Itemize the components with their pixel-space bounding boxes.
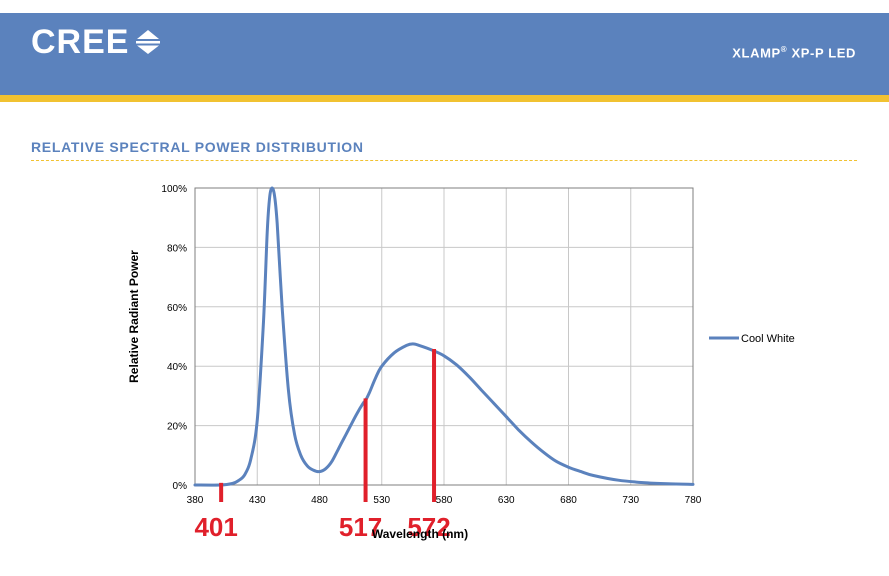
marker-label-572: 572 bbox=[407, 512, 450, 542]
y-axis-title: Relative Radiant Power bbox=[127, 250, 141, 383]
x-tick-label: 530 bbox=[373, 495, 390, 506]
header-band bbox=[0, 13, 889, 95]
wavelength-markers: 401 517 572 bbox=[194, 349, 451, 542]
y-tick-label: 100% bbox=[161, 184, 187, 195]
cree-diamond-icon bbox=[136, 30, 161, 54]
y-tick-label: 20% bbox=[167, 422, 187, 433]
x-axis-title: Wavelength (nm) bbox=[372, 527, 468, 541]
product-model: XP-P LED bbox=[787, 45, 856, 61]
marker-label-401: 401 bbox=[194, 512, 237, 542]
registered-mark: ® bbox=[780, 45, 788, 54]
legend: Cool White bbox=[709, 333, 795, 345]
x-tick-label: 580 bbox=[436, 495, 453, 506]
y-tick-label: 60% bbox=[167, 303, 187, 314]
x-tick-label: 730 bbox=[622, 495, 639, 506]
y-tick-label: 80% bbox=[167, 243, 187, 254]
product-name: XLAMP® XP-P LED bbox=[732, 45, 856, 60]
y-axis-ticks: 0% 20% 40% 60% 80% 100% bbox=[161, 184, 187, 492]
y-tick-label: 0% bbox=[173, 481, 188, 492]
x-tick-label: 680 bbox=[560, 495, 577, 506]
x-tick-label: 380 bbox=[187, 495, 204, 506]
series-line-cool-white bbox=[193, 186, 695, 487]
section-title: RELATIVE SPECTRAL POWER DISTRIBUTION bbox=[31, 139, 364, 155]
x-tick-label: 480 bbox=[311, 495, 328, 506]
x-tick-label: 430 bbox=[249, 495, 266, 506]
x-tick-label: 630 bbox=[498, 495, 515, 506]
x-axis-ticks: 380 430 480 530 580 630 680 730 780 bbox=[187, 495, 702, 506]
x-tick-label: 780 bbox=[685, 495, 702, 506]
cree-logo: CREE bbox=[31, 22, 161, 62]
chart-grid bbox=[194, 187, 694, 486]
header-stripe bbox=[0, 95, 889, 102]
plot-frame bbox=[194, 187, 694, 486]
product-name-text: XLAMP bbox=[732, 45, 781, 61]
logo-text: CREE bbox=[31, 23, 130, 61]
legend-label: Cool White bbox=[741, 333, 795, 345]
marker-label-517: 517 bbox=[339, 512, 382, 542]
section-divider bbox=[31, 160, 857, 161]
y-tick-label: 40% bbox=[167, 362, 187, 373]
